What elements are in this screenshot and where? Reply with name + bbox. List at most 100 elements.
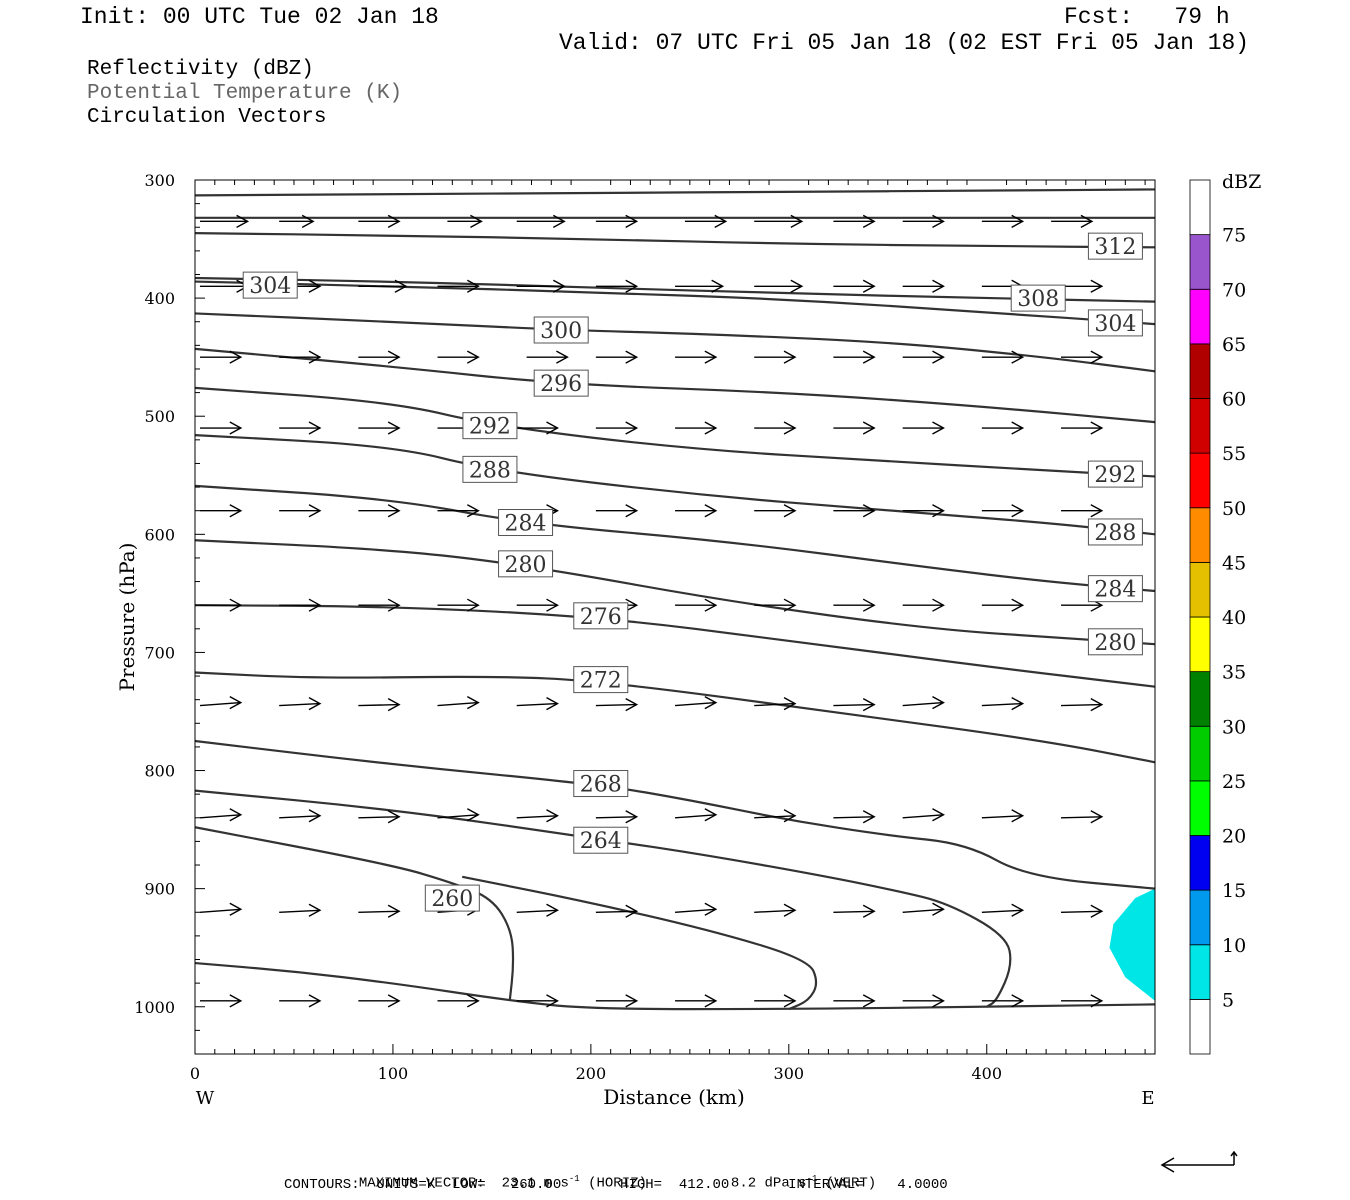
vert-value: 8.2 dPa s	[730, 1175, 807, 1192]
colorbar-bin-below	[1189, 998, 1211, 1055]
vector-2-2	[358, 350, 401, 364]
vector-8-1	[279, 903, 322, 917]
vector-5-2	[358, 598, 401, 612]
vector-9-6	[675, 994, 718, 1008]
vector-7-10	[981, 809, 1025, 823]
vector-3-0	[200, 421, 243, 435]
vector-0-2	[358, 214, 401, 228]
contour-label-box-268-0	[573, 770, 629, 798]
vector-3-1	[279, 421, 322, 435]
reference-vector	[1160, 1150, 1238, 1173]
vector-8-7	[754, 903, 797, 917]
vector-4-0	[200, 504, 243, 518]
vector-0-1	[279, 214, 315, 228]
vector-2-6	[675, 350, 718, 364]
vector-0-0	[200, 214, 250, 228]
contour-line-264-14	[194, 789, 1012, 1008]
vector-7-8	[833, 810, 876, 824]
vector-6-11	[1061, 697, 1104, 712]
vector-0-5	[595, 214, 639, 228]
colorbar-label-30: 30	[1222, 716, 1246, 738]
contour-label-box-284-1	[1087, 575, 1143, 603]
contour-label-layer: 312 308 304 304 300 296 292 292 288 288 284 284 280 2…	[242, 232, 1143, 912]
x-end-right: E	[1141, 1088, 1154, 1109]
echo-layer	[1109, 888, 1155, 1001]
colorbar-label-15: 15	[1222, 880, 1246, 902]
vector-6-7	[754, 696, 797, 711]
contour-label-300-0: 300	[540, 319, 582, 344]
vector-9-7	[754, 994, 797, 1008]
vector-8-2	[358, 904, 401, 918]
colorbar-label-40: 40	[1222, 607, 1246, 629]
vector-1-9	[902, 279, 945, 293]
y-axis-label: Pressure (hPa)	[115, 543, 139, 692]
vector-3-5	[595, 421, 639, 435]
y-tick-label-900: 900	[144, 880, 175, 899]
colorbar-bin-40	[1189, 561, 1211, 618]
y-tick-label-700: 700	[144, 643, 175, 662]
contour-line-312-2	[194, 232, 1156, 249]
contour-line-272-12	[194, 671, 1156, 764]
colorbar-bin-25	[1189, 725, 1211, 782]
vector-8-11	[1061, 904, 1104, 918]
vector-3-7	[754, 421, 797, 435]
vector-2-9	[902, 350, 945, 364]
vector-9-2	[358, 994, 401, 1008]
colorbar-unit: dBZ	[1222, 171, 1261, 193]
footer-contours: CONTOURS: UNITS=K LOW= 260.00 HIGH= 412.…	[284, 1177, 948, 1193]
vector-9-5	[595, 994, 639, 1008]
vector-2-1	[279, 350, 322, 364]
colorbar-label-20: 20	[1222, 826, 1246, 848]
contour-line-296-6	[194, 347, 1156, 424]
vector-4-8	[833, 504, 876, 518]
contour-label-280-1: 280	[1094, 631, 1136, 656]
vector-layer	[199, 214, 1104, 1008]
colorbar-bin-20	[1189, 780, 1211, 836]
vector-8-5	[595, 904, 639, 918]
contour-line-260-15	[194, 826, 515, 1001]
vector-6-6	[675, 695, 718, 710]
x-tick-label-100: 100	[378, 1064, 409, 1083]
contour-label-288-1: 288	[1094, 521, 1136, 546]
vector-1-6	[675, 279, 725, 293]
axis-layer: 300 400 500 600 700 800 900 1000 0 100 200 300 400	[134, 171, 1146, 1083]
vector-6-10	[981, 696, 1025, 711]
contour-label-292-1: 292	[1094, 463, 1136, 488]
vector-7-1	[279, 809, 322, 823]
vector-6-4	[516, 696, 559, 711]
contour-label-312-0: 312	[1094, 235, 1136, 260]
vector-0-3	[447, 214, 483, 228]
forecast-hour: Fcst: 79 h	[1064, 4, 1230, 30]
contour-label-304-1: 304	[1094, 312, 1136, 337]
vector-2-5	[595, 350, 639, 364]
contour-label-box-292-0	[462, 412, 518, 440]
vector-0-9	[902, 214, 945, 228]
vector-4-10	[981, 504, 1025, 518]
vector-2-4	[526, 350, 569, 364]
contour-label-box-288-1	[1087, 518, 1143, 546]
vector-6-9	[902, 695, 945, 710]
contour-label-box-260-0	[424, 884, 480, 912]
contour-line-280-10	[194, 539, 1156, 646]
horiz-exp: -1	[568, 1174, 580, 1184]
vector-1-11	[1061, 279, 1104, 293]
colorbar-bin-50	[1189, 452, 1211, 509]
y-tick-label-800: 800	[144, 762, 175, 781]
colorbar-label-5: 5	[1222, 989, 1234, 1011]
vector-9-1	[279, 994, 322, 1008]
vector-7-3	[437, 808, 480, 822]
contour-label-box-304-1	[1087, 309, 1143, 337]
vector-1-7	[754, 279, 804, 293]
vector-4-7	[754, 504, 797, 518]
vector-8-4	[516, 903, 559, 917]
colorbar-label-60: 60	[1222, 389, 1246, 411]
vector-8-10	[981, 903, 1025, 917]
init-time: Init: 00 UTC Tue 02 Jan 18	[80, 4, 439, 30]
colorbar-bin-60	[1189, 343, 1211, 399]
vert-tag: (VERT)	[825, 1175, 877, 1192]
vector-9-0	[200, 994, 243, 1008]
horiz-tag: (HORIZ)	[588, 1175, 647, 1192]
vector-6-8	[833, 697, 876, 712]
colorbar-label-10: 10	[1222, 935, 1246, 957]
vector-0-8	[833, 214, 876, 228]
